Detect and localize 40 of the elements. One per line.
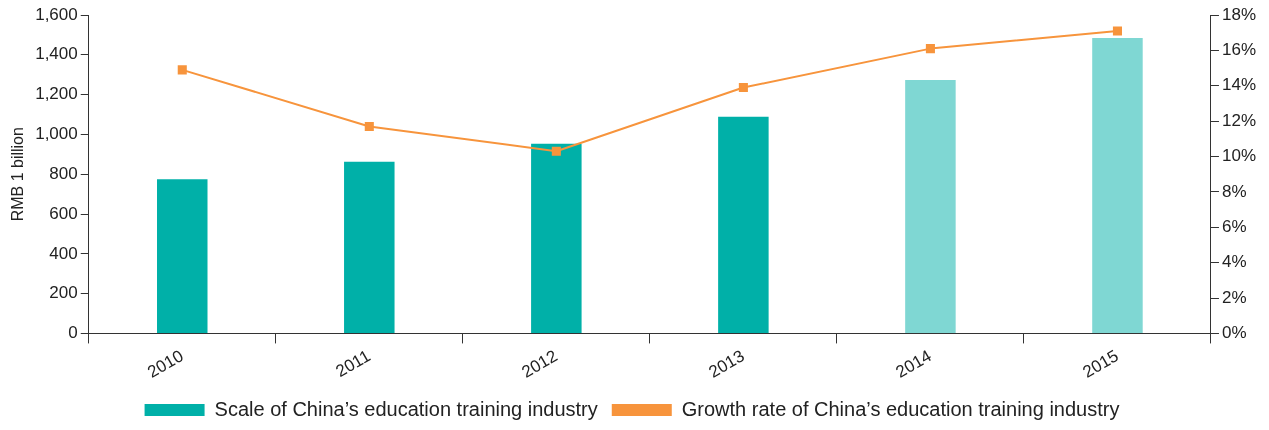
- y2-tick-label: 10%: [1221, 146, 1257, 166]
- y-tick-label: 600: [49, 203, 78, 223]
- x-tick-label: 2012: [518, 346, 561, 382]
- x-tick-label: 2011: [332, 346, 374, 382]
- y-axis-title: RMB 1 billion: [9, 127, 27, 222]
- point: [738, 82, 748, 93]
- bar: [1092, 38, 1143, 333]
- bar: [344, 161, 395, 333]
- legend-label: Scale of China’s education training industry: [214, 397, 598, 420]
- y-tick-label: 1,200: [35, 84, 78, 104]
- y-tick-label: 1,400: [35, 44, 78, 64]
- y2-tick-label: 8%: [1221, 181, 1247, 201]
- bar: [157, 179, 208, 333]
- y-tick-label: 1,600: [35, 4, 78, 24]
- point: [1112, 26, 1122, 36]
- bar: [531, 143, 582, 333]
- point: [364, 121, 374, 131]
- y-tick-label: 200: [49, 283, 78, 303]
- point: [177, 65, 187, 75]
- point: [551, 146, 561, 156]
- y2-tick-label: 12%: [1221, 110, 1257, 130]
- bar: [718, 116, 769, 333]
- point: [925, 44, 935, 54]
- y-tick-label: 800: [49, 163, 78, 183]
- y2-tick-label: 18%: [1221, 4, 1257, 24]
- x-tick-label: 2014: [892, 346, 935, 382]
- y2-tick-label: 4%: [1221, 252, 1247, 272]
- x-tick-label: 2013: [705, 346, 748, 382]
- y2-tick-label: 2%: [1221, 287, 1247, 307]
- x-tick-label: 2015: [1079, 346, 1122, 382]
- y-tick-label: 0: [68, 323, 78, 343]
- x-tick-label: 2010: [144, 346, 187, 382]
- y2-tick-label: 0%: [1221, 323, 1247, 343]
- y2-tick-label: 16%: [1221, 40, 1257, 60]
- bar: [905, 79, 956, 333]
- y2-tick-label: 6%: [1221, 216, 1247, 236]
- legend-label: Growth rate of China’s education training industry: [681, 397, 1120, 420]
- y-tick-label: 1,000: [35, 124, 78, 144]
- y2-tick-label: 14%: [1221, 75, 1257, 95]
- y-tick-label: 400: [49, 243, 78, 263]
